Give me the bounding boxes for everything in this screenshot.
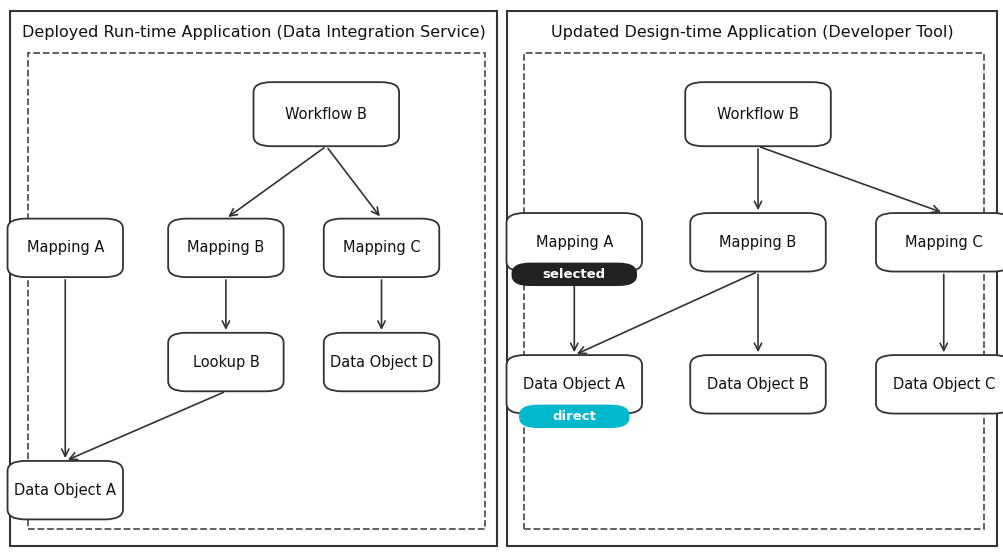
Text: Data Object B: Data Object B bbox=[706, 377, 808, 392]
Text: Data Object D: Data Object D bbox=[330, 355, 432, 369]
FancyBboxPatch shape bbox=[323, 218, 439, 277]
FancyBboxPatch shape bbox=[253, 82, 399, 146]
Text: selected: selected bbox=[543, 268, 605, 281]
Text: Lookup B: Lookup B bbox=[193, 355, 259, 369]
FancyBboxPatch shape bbox=[8, 461, 123, 519]
FancyBboxPatch shape bbox=[323, 333, 439, 391]
Text: direct: direct bbox=[552, 410, 596, 423]
Text: Mapping C: Mapping C bbox=[904, 235, 982, 250]
Bar bbox=[507, 11, 996, 546]
FancyBboxPatch shape bbox=[684, 82, 830, 146]
Text: Mapping A: Mapping A bbox=[535, 235, 613, 250]
FancyBboxPatch shape bbox=[507, 355, 642, 413]
FancyBboxPatch shape bbox=[875, 213, 1003, 272]
Text: Mapping C: Mapping C bbox=[342, 241, 420, 255]
FancyBboxPatch shape bbox=[511, 263, 637, 286]
FancyBboxPatch shape bbox=[169, 218, 284, 277]
Text: Workflow B: Workflow B bbox=[285, 107, 367, 121]
FancyBboxPatch shape bbox=[169, 333, 284, 391]
FancyBboxPatch shape bbox=[690, 355, 825, 413]
Text: Data Object A: Data Object A bbox=[523, 377, 625, 392]
Text: Data Object A: Data Object A bbox=[14, 483, 116, 497]
Text: Mapping B: Mapping B bbox=[719, 235, 795, 250]
FancyBboxPatch shape bbox=[875, 355, 1003, 413]
Text: Deployed Run-time Application (Data Integration Service): Deployed Run-time Application (Data Inte… bbox=[22, 25, 484, 40]
Text: Workflow B: Workflow B bbox=[716, 107, 798, 121]
FancyBboxPatch shape bbox=[8, 218, 123, 277]
Text: Data Object C: Data Object C bbox=[892, 377, 994, 392]
FancyBboxPatch shape bbox=[519, 404, 629, 428]
FancyBboxPatch shape bbox=[507, 213, 642, 272]
Text: Mapping B: Mapping B bbox=[188, 241, 264, 255]
FancyBboxPatch shape bbox=[690, 213, 825, 272]
Text: Updated Design-time Application (Developer Tool): Updated Design-time Application (Develop… bbox=[550, 25, 953, 40]
Text: Mapping A: Mapping A bbox=[26, 241, 104, 255]
Bar bbox=[10, 11, 496, 546]
